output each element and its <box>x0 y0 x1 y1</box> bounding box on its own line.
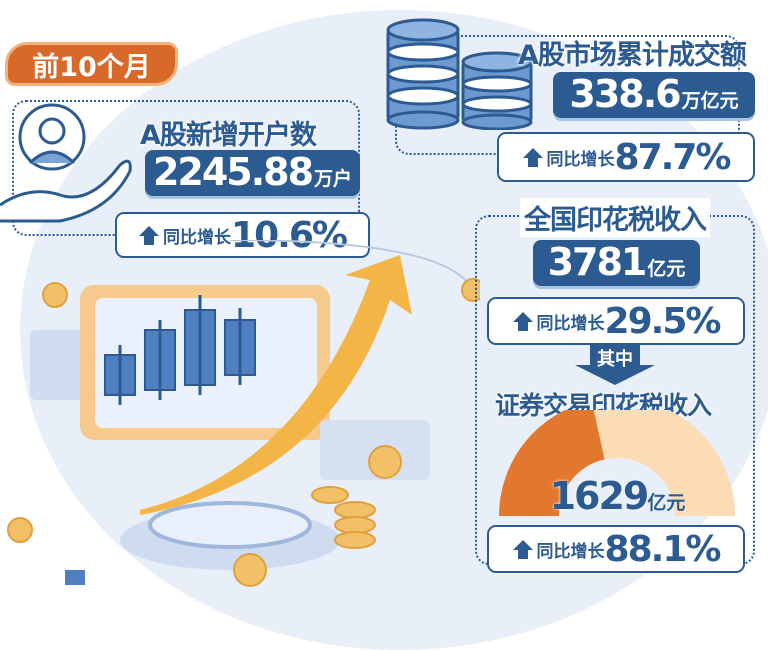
stock-monitor-illustration <box>7 240 480 587</box>
person-hand-icon <box>0 103 132 223</box>
arrow-up-icon <box>522 148 543 167</box>
stamp-tax-growth: 29.5% <box>604 300 722 342</box>
stamp-tax-growth-box: 同比增长 29.5% <box>487 297 745 345</box>
stamp-tax-growth-label: 同比增长 <box>536 313 605 334</box>
turnover-growth-label: 同比增长 <box>546 149 615 170</box>
arrow-up-icon <box>512 312 533 331</box>
arrow-up-icon <box>139 226 160 245</box>
stamp-tax-value-box: 3781 亿元 <box>533 240 700 286</box>
turnover-value: 338.6 <box>569 72 681 116</box>
securities-tax-growth-box: 同比增长 88.1% <box>487 525 745 573</box>
turnover-value-box: 338.6 万亿元 <box>553 72 755 118</box>
stamp-tax-unit: 亿元 <box>647 258 686 280</box>
securities-tax-growth-label: 同比增长 <box>536 541 605 562</box>
securities-tax-value-box: 1629 亿元 <box>495 474 740 518</box>
down-arrow-icon <box>575 345 655 385</box>
stamp-tax-value: 3781 <box>547 240 648 284</box>
stamp-tax-title: 全国印花税收入 <box>520 198 710 237</box>
accounts-unit: 万户 <box>314 168 353 190</box>
arrow-up-icon <box>512 540 533 559</box>
turnover-title: A股市场累计成交额 <box>518 40 747 71</box>
of-which-label: 其中 <box>597 349 633 370</box>
accounts-value-box: 2245.88 万户 <box>145 150 360 196</box>
accounts-title: A股新增开户数 <box>140 120 317 151</box>
securities-tax-value: 1629 <box>549 474 650 518</box>
gauge-share <box>499 410 605 516</box>
turnover-growth-box: 同比增长 87.7% <box>497 132 755 182</box>
period-badge: 前10个月 <box>5 42 178 86</box>
accounts-value: 2245.88 <box>152 150 314 194</box>
securities-tax-gauge <box>499 410 735 516</box>
turnover-growth: 87.7% <box>614 136 732 178</box>
turnover-unit: 万亿元 <box>681 90 739 112</box>
securities-tax-unit: 亿元 <box>647 492 686 514</box>
accounts-growth-box: 同比增长 10.6% <box>115 212 370 258</box>
accounts-growth: 10.6% <box>231 214 348 256</box>
accounts-growth-label: 同比增长 <box>163 227 232 248</box>
coin-stack-icon <box>386 18 533 130</box>
securities-tax-growth: 88.1% <box>604 528 722 570</box>
